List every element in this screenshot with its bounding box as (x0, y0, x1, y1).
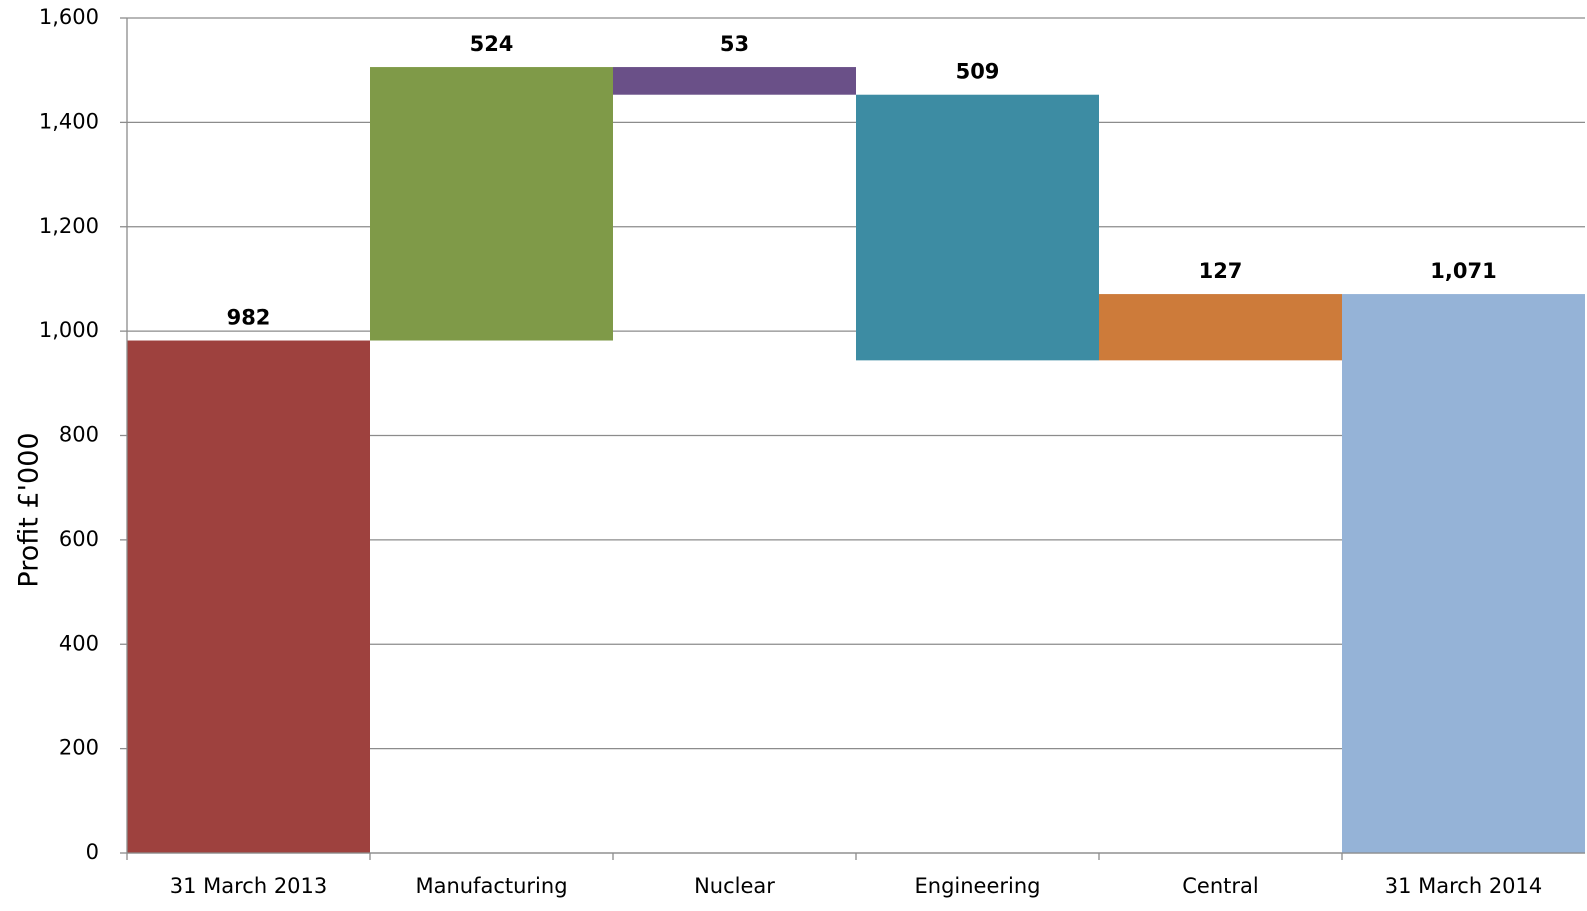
data-label: 127 (1199, 259, 1243, 283)
data-label: 509 (956, 60, 1000, 84)
bar (370, 67, 613, 341)
y-tick-label: 600 (59, 527, 99, 551)
bar (1099, 294, 1342, 361)
y-tick-label: 400 (59, 631, 99, 655)
data-label: 53 (720, 32, 749, 56)
x-tick-label: Central (1182, 874, 1258, 898)
data-label: 1,071 (1430, 259, 1496, 283)
y-tick-label: 1,000 (39, 318, 99, 342)
y-tick-label: 800 (59, 423, 99, 447)
bar (1342, 294, 1585, 853)
y-tick-label: 1,200 (39, 214, 99, 238)
x-tick-label: 31 March 2014 (1385, 874, 1543, 898)
y-tick-label: 1,400 (39, 109, 99, 133)
y-tick-label: 0 (86, 840, 99, 864)
x-tick-label: Manufacturing (415, 874, 567, 898)
bar (127, 340, 370, 853)
bar (856, 94, 1099, 361)
x-tick-label: Engineering (915, 874, 1041, 898)
y-axis-label: Profit £'000 (14, 432, 45, 587)
bar (613, 67, 856, 95)
x-tick-label: Nuclear (694, 874, 775, 898)
data-label: 982 (227, 306, 271, 330)
x-tick-label: 31 March 2013 (170, 874, 328, 898)
data-label: 524 (470, 32, 514, 56)
y-tick-label: 200 (59, 736, 99, 760)
y-tick-label: 1,600 (39, 5, 99, 29)
